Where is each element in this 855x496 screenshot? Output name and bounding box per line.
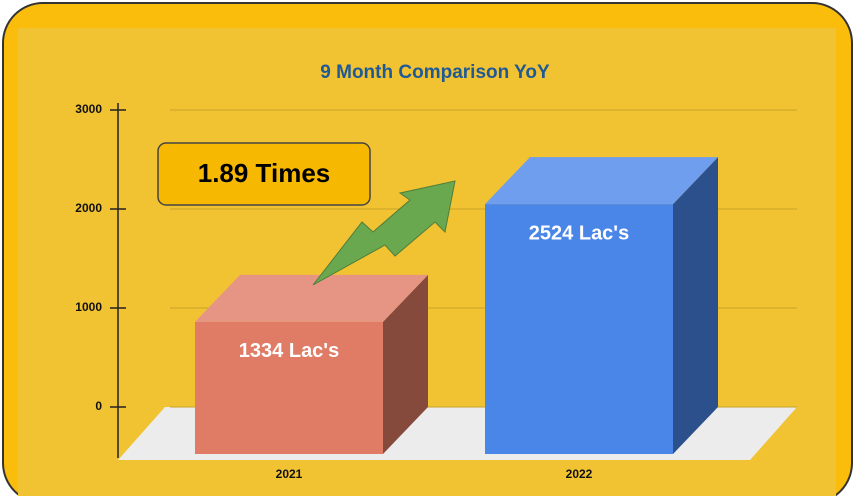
y-tick-label: 3000 xyxy=(75,102,102,116)
data-label: 1334 Lac's xyxy=(239,340,339,362)
x-tick-label: 2021 xyxy=(276,467,303,481)
chart: 9 Month Comparison YoY 0 1000 2000 3000 1334… xyxy=(0,0,855,496)
bar-side xyxy=(673,157,718,454)
y-tick-label: 1000 xyxy=(75,300,102,314)
annotation: 1.89 Times xyxy=(198,158,331,188)
x-tick-label: 2022 xyxy=(566,467,593,481)
chart-title: 9 Month Comparison YoY xyxy=(320,62,550,83)
data-label: 2524 Lac's xyxy=(529,222,629,244)
y-tick-label: 0 xyxy=(95,399,102,413)
y-tick-label: 2000 xyxy=(75,201,102,215)
